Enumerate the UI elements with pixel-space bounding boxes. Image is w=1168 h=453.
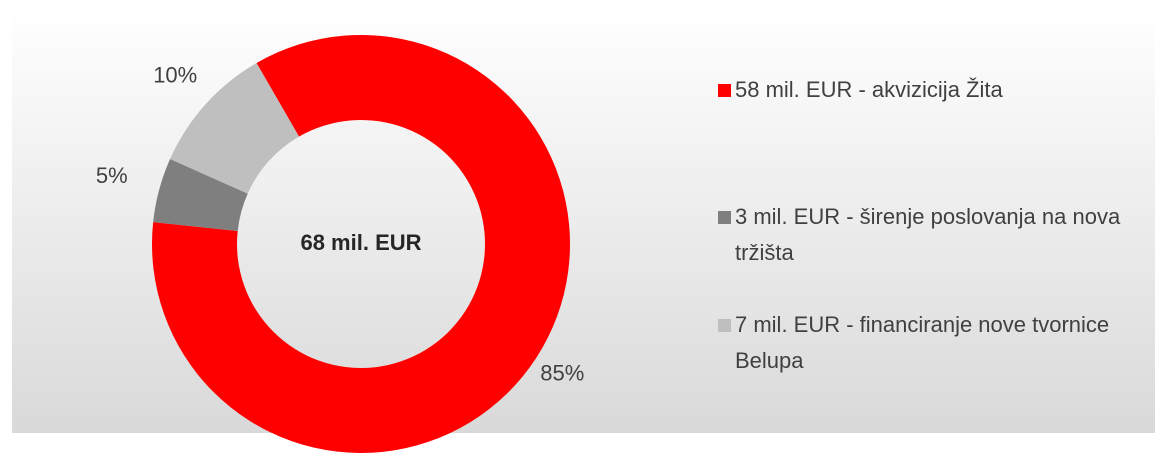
donut — [151, 34, 570, 453]
legend-label: 3 mil. EUR - širenje poslovanja na nova … — [735, 204, 1121, 265]
donut-slice — [170, 63, 299, 194]
donut-slice — [151, 34, 570, 453]
legend-label: 58 mil. EUR - akvizicija Žita — [735, 77, 1003, 102]
legend-swatch — [718, 84, 731, 97]
data-label: 5% — [96, 163, 128, 188]
legend-swatch — [718, 211, 731, 224]
legend-label: 7 mil. EUR - financiranje nove tvornice … — [735, 312, 1110, 373]
center-label: 68 mil. EUR — [300, 230, 421, 255]
legend-swatch — [718, 319, 731, 332]
data-label: 85% — [540, 361, 584, 386]
legend-entry: 3 mil. EUR - širenje poslovanja na nova … — [718, 199, 1158, 271]
data-label: 10% — [153, 63, 197, 88]
donut-slice — [153, 158, 248, 232]
legend-entry: 58 mil. EUR - akvizicija Žita — [718, 72, 1158, 108]
legend-entry: 7 mil. EUR - financiranje nove tvornice … — [718, 307, 1158, 379]
